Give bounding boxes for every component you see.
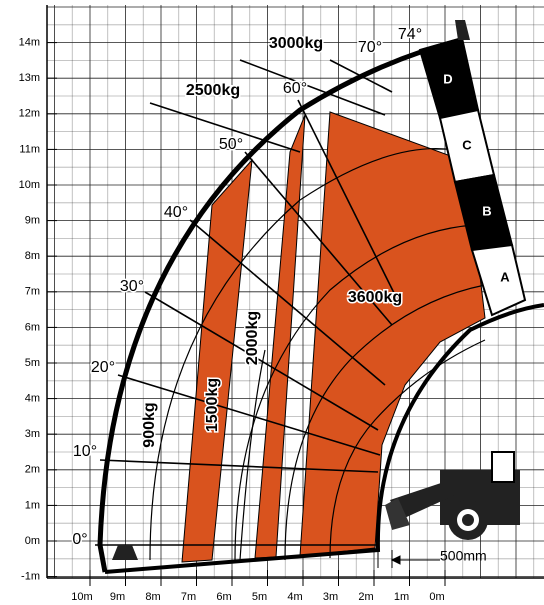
y-tick-label: 1m xyxy=(25,499,40,511)
x-tick-label: 1m xyxy=(394,591,409,603)
boom-section-label: C xyxy=(462,137,472,152)
angle-label: 70° xyxy=(358,39,382,56)
boom-section-label: D xyxy=(443,71,452,86)
x-tick-label: 6m xyxy=(216,591,231,603)
y-tick-label: 13m xyxy=(19,72,40,84)
y-tick-label: 4m xyxy=(25,393,40,405)
x-tick-label: 4m xyxy=(287,591,302,603)
load-label: 3000kg xyxy=(269,35,323,52)
x-tick-label: 8m xyxy=(145,591,160,603)
dimension-label: 500mm xyxy=(440,548,487,564)
y-tick-label: 0m xyxy=(25,535,40,547)
y-tick-label: 10m xyxy=(19,179,40,191)
boom-section-label: B xyxy=(482,203,491,218)
x-tick-label: 10m xyxy=(71,591,92,603)
x-tick-label: 9m xyxy=(110,591,125,603)
angle-label: 10° xyxy=(73,443,97,460)
x-tick-label: 0m xyxy=(429,591,444,603)
y-tick-label: 7m xyxy=(25,286,40,298)
load-label: 2000kg xyxy=(244,311,261,365)
y-tick-label: 3m xyxy=(25,428,40,440)
load-chart: 500mm -1m 0m 1m 2m 3m 4m 5m 6m 7m 8m 9m 10m 11m 12m 13… xyxy=(0,0,544,605)
angle-label: 74° xyxy=(398,26,422,43)
y-tick-label: 12m xyxy=(19,108,40,120)
x-tick-label: 3m xyxy=(323,591,338,603)
y-tick-label: -1m xyxy=(21,571,40,583)
y-tick-label: 6m xyxy=(25,321,40,333)
x-tick-label: 7m xyxy=(181,591,196,603)
angle-label: 30° xyxy=(120,278,144,295)
load-label: 2500kg xyxy=(186,82,240,99)
y-tick-label: 8m xyxy=(25,250,40,262)
y-tick-label: 11m xyxy=(19,143,40,155)
angle-label: 20° xyxy=(91,359,115,376)
y-tick-label: 14m xyxy=(19,37,40,49)
x-tick-label: 5m xyxy=(252,591,267,603)
y-tick-label: 2m xyxy=(25,464,40,476)
x-tick-label: 2m xyxy=(358,591,373,603)
y-tick-label: 9m xyxy=(25,215,40,227)
angle-label: 40° xyxy=(164,204,188,221)
load-label: 3600kg xyxy=(348,289,402,306)
load-label: 900kg xyxy=(141,402,158,447)
angle-label: 60° xyxy=(283,80,307,97)
load-label: 1500kg xyxy=(204,378,221,432)
load-zone xyxy=(255,115,305,558)
angle-label: 0° xyxy=(72,531,87,548)
angle-label: 50° xyxy=(219,136,243,153)
boom-section-label: A xyxy=(500,269,510,284)
y-tick-label: 5m xyxy=(25,357,40,369)
